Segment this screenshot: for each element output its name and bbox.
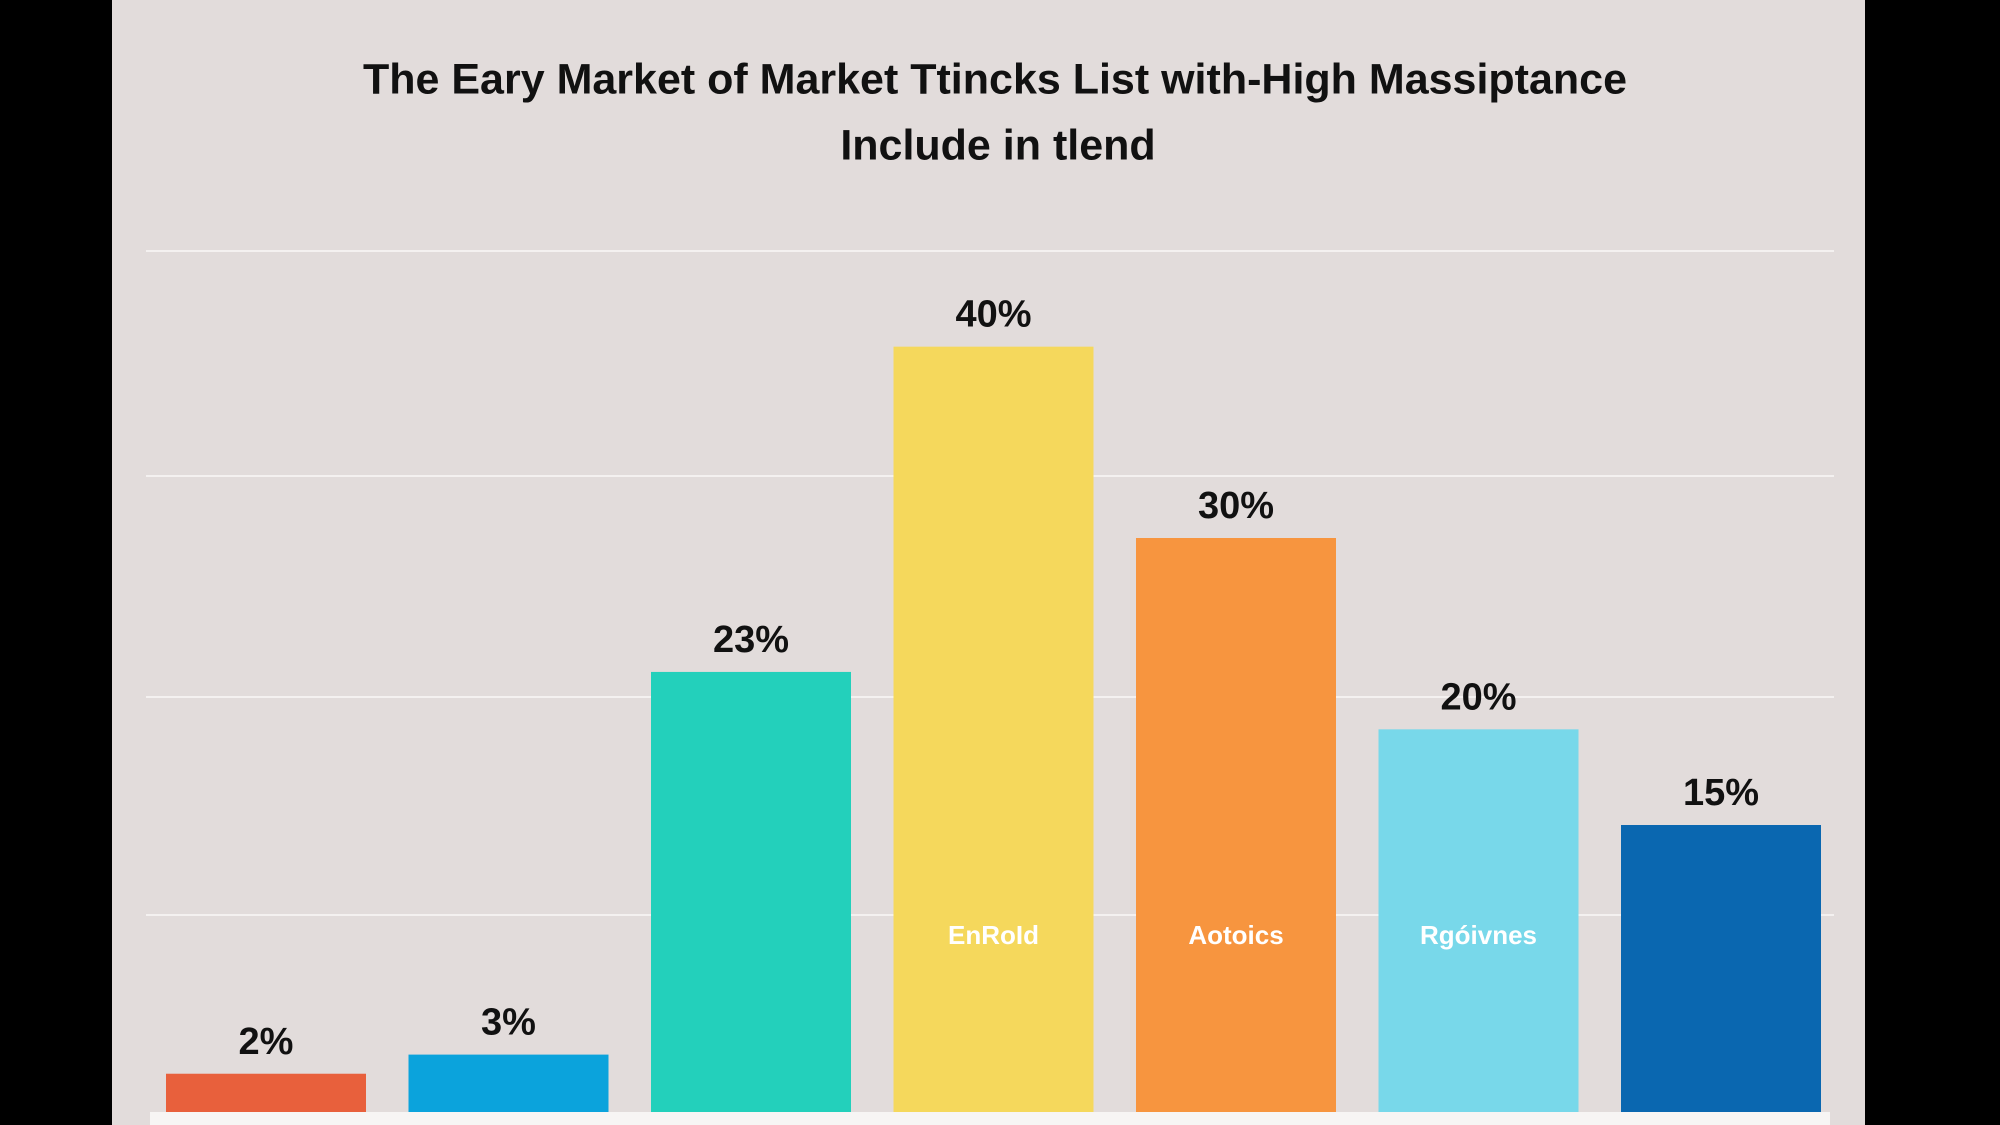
bar: [1136, 538, 1336, 1112]
bar: [1378, 729, 1579, 1112]
data-label: 23%: [713, 619, 789, 661]
bar: [166, 1073, 366, 1112]
bar-inner-label: Rgóivnes: [1420, 920, 1537, 950]
bar-inner-label: Aotoics: [1188, 920, 1283, 950]
bar-inner-label: EnRoId: [948, 920, 1039, 950]
data-label: 2%: [239, 1021, 294, 1063]
data-label: 3%: [481, 1002, 536, 1044]
bar: [1621, 825, 1821, 1112]
data-label: 40%: [955, 294, 1031, 336]
chart-title: The Eary Market of Market Ttincks List w…: [363, 55, 1627, 103]
bar: [893, 346, 1094, 1113]
bar: [651, 671, 851, 1112]
data-label: 20%: [1440, 676, 1516, 718]
data-label: 30%: [1198, 485, 1274, 527]
chart-title: Include in tlend: [840, 121, 1155, 169]
data-label: 15%: [1683, 772, 1759, 814]
bar: [408, 1054, 609, 1112]
baseline: [150, 1112, 1830, 1125]
